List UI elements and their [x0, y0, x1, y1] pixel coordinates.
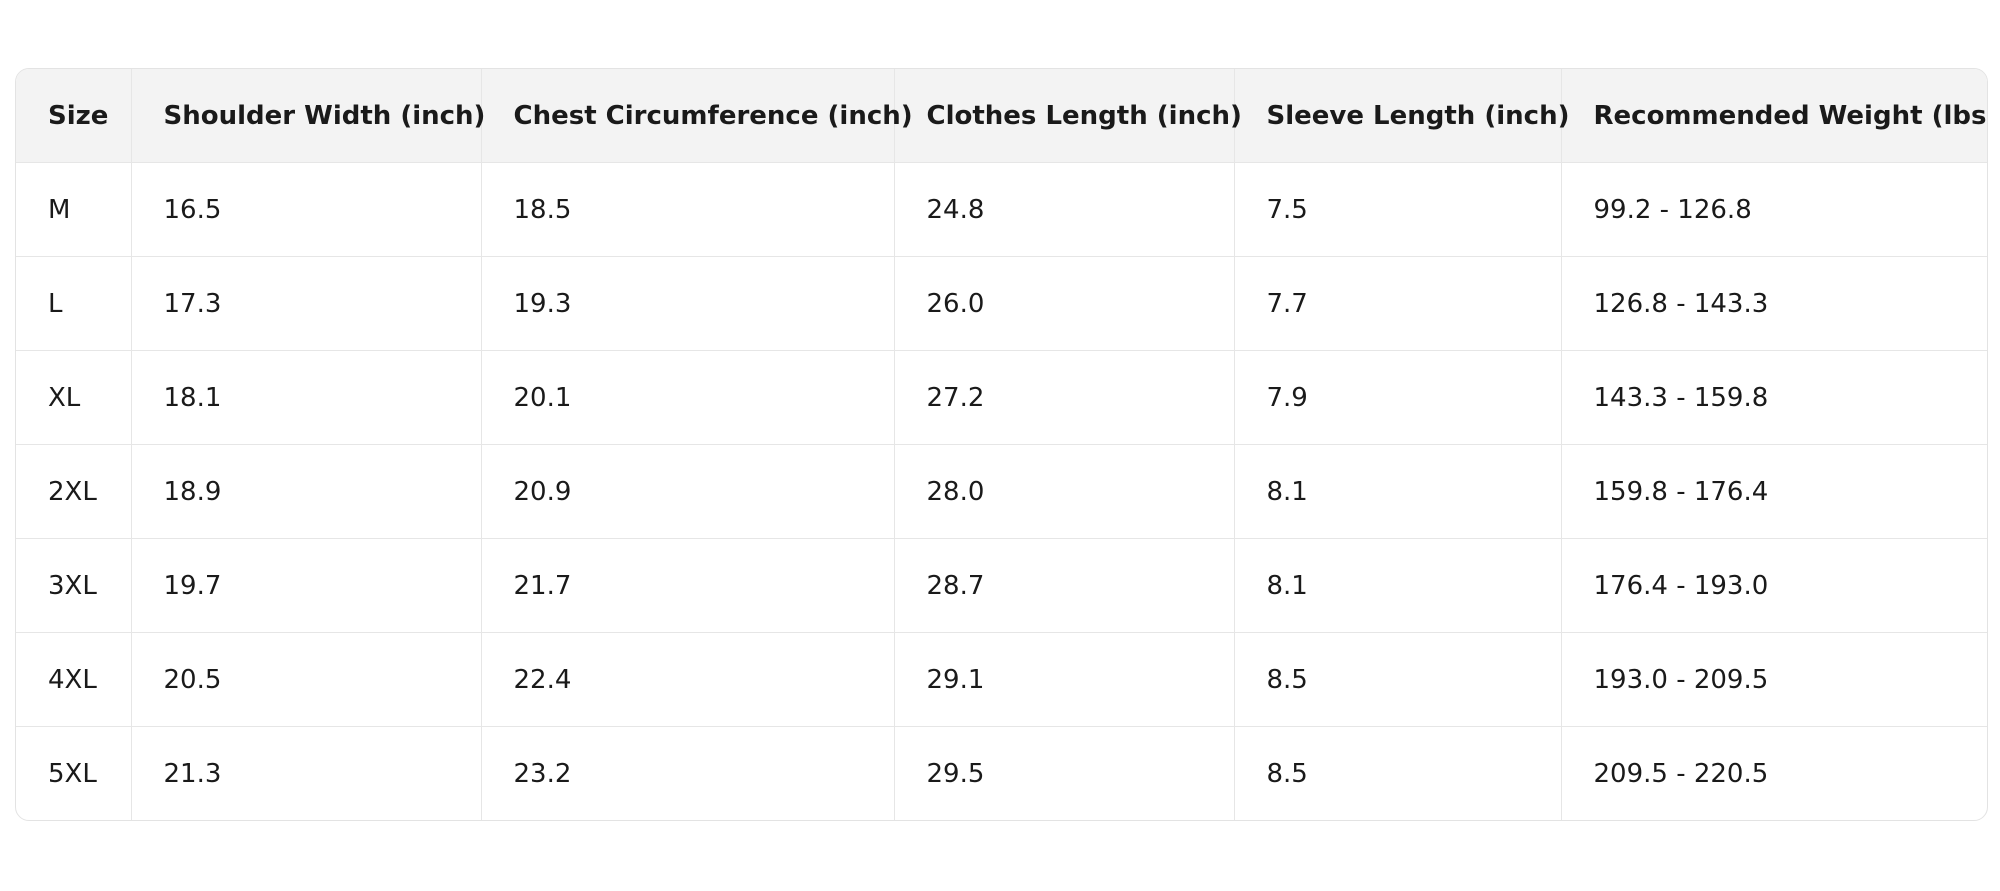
table-cell: 209.5 - 220.5	[1593, 758, 1769, 789]
table-cell: 176.4 - 193.0	[1561, 538, 1987, 633]
table-cell: 8.1	[1234, 444, 1562, 539]
table-cell: 22.4	[481, 632, 895, 727]
table-cell: 23.2	[481, 726, 895, 820]
table-cell: 2XL	[16, 444, 132, 539]
table-cell: 21.3	[131, 726, 482, 820]
table-row: L 17.3 19.3 26.0 7.7 126.8 - 143.3	[16, 256, 1987, 351]
table-cell: 29.1	[894, 632, 1235, 727]
column-header: Clothes Length (inch)	[894, 69, 1242, 163]
table-cell: 28.0	[894, 444, 1235, 539]
table-row: 4XL 20.5 22.4 29.1 8.5 193.0 - 209.5	[16, 632, 1987, 727]
table-cell: 19.3	[481, 256, 895, 351]
table-cell: 27.2	[894, 350, 1235, 445]
table-cell: 8.5	[1234, 632, 1562, 727]
table-cell: 18.1	[131, 350, 482, 445]
table-cell: 21.7	[481, 538, 895, 633]
table-cell: 16.5	[131, 162, 482, 257]
column-header: Recommended Weight (lbs)	[1561, 69, 1987, 163]
table-cell: 19.7	[131, 538, 482, 633]
table-cell: 143.3 - 159.8	[1561, 350, 1987, 445]
table-cell: 159.8 - 176.4	[1561, 444, 1987, 539]
table-cell: 3XL	[16, 538, 132, 633]
table-cell: 4XL	[16, 632, 132, 727]
table-row: M 16.5 18.5 24.8 7.5 99.2 - 126.8	[16, 162, 1987, 257]
table-cell: 17.3	[131, 256, 482, 351]
table-cell: XL	[16, 350, 132, 445]
table-cell: 7.5	[1234, 162, 1562, 257]
size-table: Size Shoulder Width (inch) Chest Circumfer…	[16, 69, 1987, 820]
table-row: 2XL 18.9 20.9 28.0 8.1 159.8 - 176.4	[16, 444, 1987, 539]
size-table-container: Size Shoulder Width (inch) Chest Circumfer…	[15, 68, 1988, 821]
table-cell: 28.7	[894, 538, 1235, 633]
column-header: Shoulder Width (inch)	[131, 69, 485, 163]
table-row: XL 18.1 20.1 27.2 7.9 143.3 - 159.8	[16, 350, 1987, 445]
table-cell: 18.5	[481, 162, 895, 257]
table-cell: 20.1	[481, 350, 895, 445]
table-cell: 7.7	[1234, 256, 1562, 351]
table-cell: 5XL	[16, 726, 132, 820]
table-cell: 126.8 - 143.3	[1561, 256, 1987, 351]
table-cell: 26.0	[894, 256, 1235, 351]
table-cell: 193.0 - 209.5	[1561, 632, 1987, 727]
table-cell: 24.8	[894, 162, 1235, 257]
table-cell: 18.9	[131, 444, 482, 539]
table-cell: 7.9	[1234, 350, 1562, 445]
table-body: M 16.5 18.5 24.8 7.5 99.2 - 126.8 L 17.3 19.3 26.…	[16, 162, 1987, 820]
header-row: Size Shoulder Width (inch) Chest Circumfer…	[16, 69, 1987, 163]
table-cell: 29.5	[894, 726, 1235, 820]
table-row: 5XL 21.3 23.2 29.5 8.5 209.5 - 220.5	[16, 726, 1987, 820]
table-cell: M	[16, 162, 132, 257]
column-header: Sleeve Length (inch)	[1234, 69, 1569, 163]
column-header: Size	[16, 69, 132, 163]
table-row: 3XL 19.7 21.7 28.7 8.1 176.4 - 193.0	[16, 538, 1987, 633]
table-cell: 99.2 - 126.8	[1561, 162, 1987, 257]
table-cell: 20.9	[481, 444, 895, 539]
table-cell: 8.1	[1234, 538, 1562, 633]
column-header: Chest Circumference (inch)	[481, 69, 913, 163]
table-cell: 20.5	[131, 632, 482, 727]
table-cell: 8.5	[1234, 726, 1562, 820]
table-cell: L	[16, 256, 132, 351]
